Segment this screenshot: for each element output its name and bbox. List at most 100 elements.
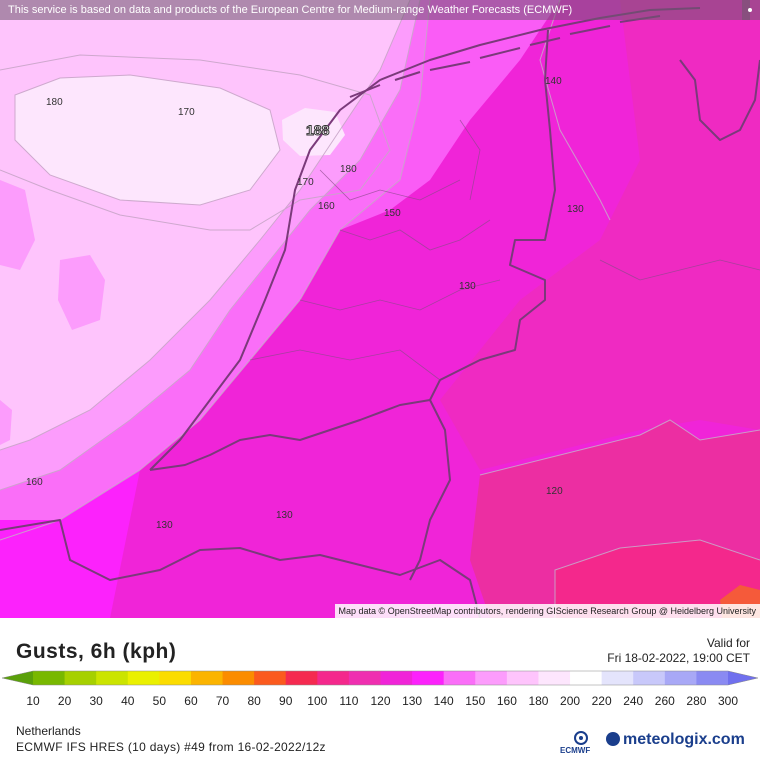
- contour-line-170: [0, 54, 391, 231]
- map-title: Gusts, 6h (kph): [16, 640, 177, 663]
- wadden-islands: [349, 15, 661, 98]
- scale-swatch: [317, 671, 350, 685]
- scale-swatch: [380, 671, 413, 685]
- contour-label-188-peak: 188: [305, 122, 330, 139]
- scale-swatch: [96, 671, 129, 685]
- scale-swatch: [696, 671, 729, 685]
- scale-swatch: [570, 671, 603, 685]
- scale-tick-label: 110: [339, 694, 358, 708]
- contour-label-130-south: 130: [276, 510, 293, 521]
- gust-field-140-east: [440, 0, 760, 470]
- ecmwf-logo[interactable]: ECMWF: [560, 730, 602, 756]
- contour-label-180-west: 180: [46, 97, 63, 108]
- gust-map[interactable]: 180 170 188 180 170 160 150 140 130 130 …: [0, 0, 760, 618]
- contour-label-120-south-east: 120: [546, 486, 563, 497]
- scale-tick-label: 150: [465, 694, 485, 708]
- map-attribution: Map data © OpenStreetMap contributors, r…: [334, 604, 760, 618]
- scale-right-arrow: [728, 671, 758, 685]
- contour-label-180-coast: 180: [340, 164, 357, 175]
- scale-tick-label: 140: [434, 694, 454, 708]
- scale-swatch: [633, 671, 666, 685]
- scale-tick-label: 60: [184, 694, 198, 708]
- scale-left-arrow: [2, 671, 33, 685]
- scale-swatch: [64, 671, 97, 685]
- ecmwf-notice-banner: This service is based on data and produc…: [0, 0, 750, 20]
- location-name: Netherlands: [16, 724, 81, 738]
- contour-label-160-coast: 160: [318, 201, 335, 212]
- scale-swatch: [285, 671, 318, 685]
- meteologix-logo-label: meteologix.com: [623, 731, 745, 748]
- gust-field-160-pocket-a: [58, 255, 105, 330]
- scale-tick-label: 220: [592, 694, 612, 708]
- contour-label-130-southwest: 130: [156, 520, 173, 531]
- meteologix-logo[interactable]: meteologix.com: [606, 731, 745, 749]
- valid-label: Valid for: [706, 636, 750, 650]
- scale-tick-label: 20: [58, 694, 72, 708]
- contour-label-140-north: 140: [545, 76, 562, 87]
- contour-label-170-north: 170: [178, 107, 195, 118]
- ecmwf-logo-icon: [574, 731, 588, 745]
- scale-swatch: [475, 671, 508, 685]
- scale-tick-label: 280: [686, 694, 706, 708]
- valid-time: Fri 18-02-2022, 19:00 CET: [607, 651, 750, 665]
- scale-swatch: [33, 671, 66, 685]
- contour-label-170-coast: 170: [297, 177, 314, 188]
- scale-tick-label: 30: [90, 694, 104, 708]
- banner-end: [742, 0, 760, 20]
- scale-swatch: [127, 671, 160, 685]
- scale-swatch: [664, 671, 697, 685]
- scale-tick-label: 200: [560, 694, 580, 708]
- scale-swatch: [190, 671, 224, 685]
- scale-tick-label: 160: [497, 694, 517, 708]
- contour-label-160-west: 160: [26, 477, 43, 488]
- scale-tick-label: 80: [247, 694, 261, 708]
- gust-field-110: [555, 540, 760, 618]
- scale-swatch: [506, 671, 539, 685]
- color-scale-legend: 10 20 30 40 50 60 70 80 90 100 110 120 130 140 150 160 1…: [0, 668, 760, 714]
- scale-swatch: [412, 671, 445, 685]
- scale-tick-label: 260: [655, 694, 675, 708]
- scale-swatch: [538, 671, 571, 685]
- scale-swatch: [254, 671, 287, 685]
- province-borders: [249, 119, 760, 381]
- gust-field-188: [282, 108, 345, 156]
- dot-icon: [748, 8, 752, 12]
- contour-line-140: [0, 0, 431, 541]
- contour-label-130-central: 130: [459, 281, 476, 292]
- scale-tick-label: 40: [121, 694, 135, 708]
- scale-tick-label: 240: [623, 694, 643, 708]
- meteologix-globe-icon: [606, 732, 620, 746]
- model-run-info: ECMWF IFS HRES (10 days) #49 from 16-02-…: [16, 740, 326, 754]
- ems-estuary: [679, 59, 760, 141]
- contour-line-150: [0, 0, 421, 491]
- scale-tick-label: 90: [279, 694, 293, 708]
- gust-field-160-pocket-b: [0, 180, 35, 270]
- scale-tick-label: 50: [153, 694, 167, 708]
- scale-tick-label: 100: [307, 694, 327, 708]
- scale-swatch: [348, 671, 381, 685]
- gust-field-180: [15, 75, 280, 205]
- scale-tick-label: 70: [216, 694, 230, 708]
- scale-swatch: [222, 671, 255, 685]
- contour-label-130-east: 130: [567, 204, 584, 215]
- scale-swatch: [443, 671, 476, 685]
- contour-line-130: [479, 419, 760, 476]
- scale-tick-label: 120: [370, 694, 390, 708]
- scale-swatch: [601, 671, 634, 685]
- contour-line-160: [0, 0, 411, 451]
- border-be-nl: [149, 399, 431, 471]
- border-nl-de: [409, 29, 556, 581]
- scale-tick-label: 10: [26, 694, 40, 708]
- scale-tick-label: 180: [528, 694, 548, 708]
- scale-tick-label: 130: [402, 694, 422, 708]
- scale-tick-label: 300: [718, 694, 738, 708]
- ecmwf-logo-label: ECMWF: [560, 746, 591, 755]
- valid-time-block: Valid for Fri 18-02-2022, 19:00 CET: [607, 636, 750, 666]
- gust-field-140-west: [0, 470, 140, 618]
- border-be-fr: [0, 519, 481, 618]
- contour-label-150-inland: 150: [384, 208, 401, 219]
- scale-swatch: [159, 671, 192, 685]
- contour-line-180: [14, 74, 281, 206]
- gust-field-150-coast: [340, 0, 560, 230]
- contour-line-120: [554, 539, 760, 618]
